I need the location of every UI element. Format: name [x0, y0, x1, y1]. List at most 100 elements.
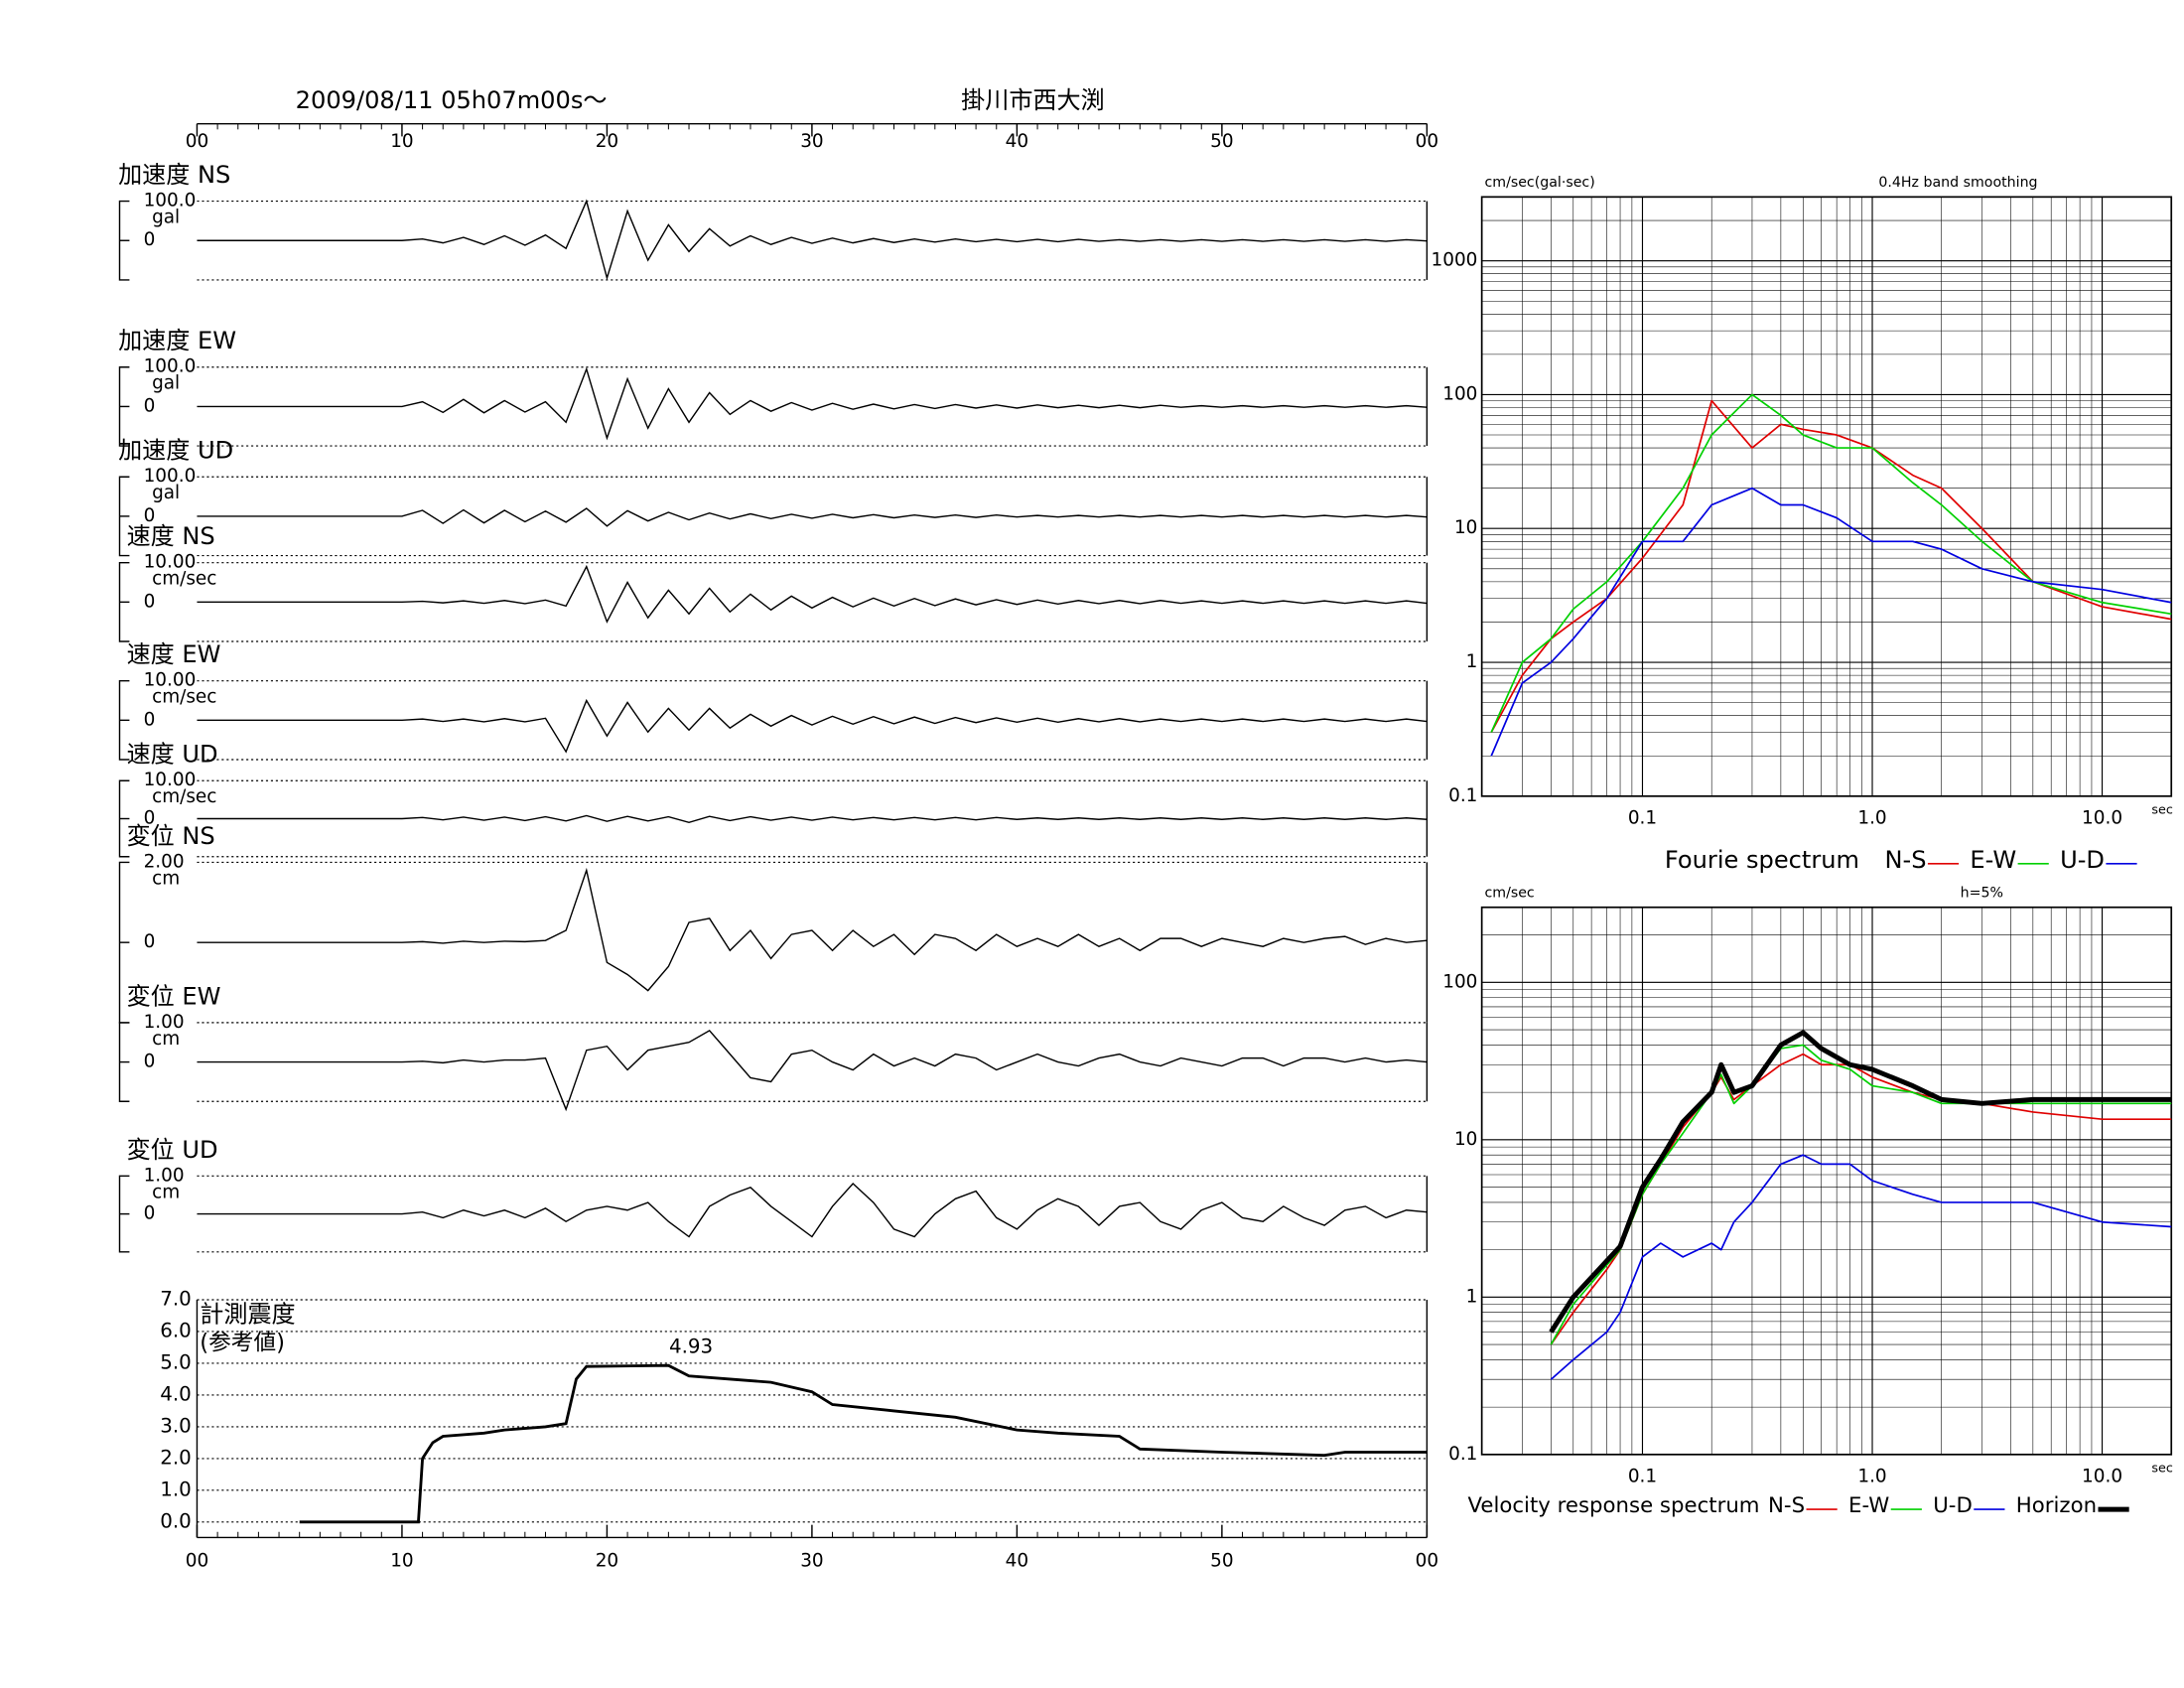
intensity-line: [299, 1363, 1428, 1524]
trace-tick-label: 0: [144, 505, 156, 526]
legend-title: Fourie spectrum: [1665, 846, 1859, 874]
waveform-line: [197, 199, 1428, 281]
spectrum-line: [1550, 1154, 2172, 1380]
plot-note: h=5%: [1961, 886, 2003, 902]
y-tick-label: 6.0: [160, 1319, 192, 1341]
trace-title: 加速度 UD: [118, 437, 233, 465]
y-tick-label: 1: [1466, 651, 1478, 672]
y-tick-label: 0.1: [1448, 785, 1477, 806]
trace-tick-label: 1.00: [144, 1165, 185, 1186]
x-axis-label: sec: [2151, 1462, 2173, 1477]
time-tick-label: 50: [1210, 131, 1233, 152]
y-tick-label: 0.1: [1448, 1444, 1477, 1465]
y-tick-label: 1: [1466, 1286, 1478, 1307]
y-tick-label: 2.0: [160, 1446, 192, 1469]
x-tick-label: 0.1: [1628, 808, 1657, 829]
legend-label: Horizon: [2016, 1493, 2097, 1518]
time-tick-label: 00: [1416, 1551, 1438, 1572]
plot-note: 0.4Hz band smoothing: [1878, 175, 2037, 191]
y-tick-label: 100: [1442, 971, 1477, 992]
trace-tick-label: 100.0: [144, 466, 197, 487]
trace-unit: cm/sec: [152, 687, 216, 708]
time-tick-label: 20: [596, 131, 618, 152]
waveform-line: [197, 698, 1428, 754]
waveform-line: [197, 1182, 1428, 1238]
x-tick-label: 1.0: [1857, 1467, 1886, 1487]
time-tick-label: 50: [1210, 1551, 1233, 1572]
trace-title: 変位 UD: [127, 1136, 218, 1164]
trace-tick-label: 0: [144, 808, 156, 829]
x-tick-label: 0.1: [1628, 1467, 1657, 1487]
time-tick-label: 20: [596, 1551, 618, 1572]
time-tick-label: 40: [1006, 131, 1028, 152]
y-tick-label: 5.0: [160, 1350, 192, 1373]
trace-unit: cm: [152, 1182, 180, 1202]
trace-tick-label: 0: [144, 709, 156, 730]
intensity-title: 計測震度: [200, 1301, 295, 1329]
waveform-line: [197, 814, 1428, 824]
x-axis-label: sec: [2151, 803, 2173, 818]
trace-tick-label: 100.0: [144, 356, 197, 377]
trace-unit: cm/sec: [152, 569, 216, 590]
trace-tick-label: 0: [144, 931, 156, 952]
trace-title: 速度 UD: [127, 741, 218, 769]
record-time: 2009/08/11 05h07m00s〜: [296, 86, 608, 114]
legend-label: U-D: [2060, 846, 2105, 874]
y-tick-label: 10: [1454, 517, 1477, 538]
trace-unit: gal: [152, 373, 180, 394]
legend-label: E-W: [1848, 1493, 1889, 1518]
y-tick-label: 7.0: [160, 1288, 192, 1311]
trace-tick-label: 10.00: [144, 670, 197, 691]
trace-tick-label: 0: [144, 591, 156, 612]
waveform-line: [197, 564, 1428, 624]
x-tick-label: 1.0: [1857, 808, 1886, 829]
trace-unit: cm: [152, 1029, 180, 1050]
time-tick-label: 10: [390, 131, 413, 152]
spectrum-line: [1490, 399, 2172, 733]
spectrum-line: [1549, 1030, 2172, 1334]
y-tick-label: 0.0: [160, 1509, 192, 1532]
trace-title: 速度 EW: [127, 640, 221, 668]
trace-tick-label: 0: [144, 1203, 156, 1224]
time-tick-label: 00: [1416, 131, 1438, 152]
trace-unit: gal: [152, 483, 180, 503]
x-tick-label: 10.0: [2082, 808, 2122, 829]
time-tick-label: 40: [1006, 1551, 1028, 1572]
time-tick-label: 10: [390, 1551, 413, 1572]
trace-tick-label: 100.0: [144, 191, 197, 211]
intensity-subtitle: (参考値): [200, 1330, 285, 1355]
time-tick-label: 00: [186, 131, 208, 152]
peak-label: 4.93: [669, 1335, 713, 1357]
legend-title: Velocity response spectrum: [1467, 1493, 1759, 1518]
y-axis-label: cm/sec(gal·sec): [1484, 175, 1594, 191]
y-tick-label: 100: [1442, 383, 1477, 404]
x-tick-label: 10.0: [2082, 1467, 2122, 1487]
trace-title: 加速度 EW: [118, 327, 236, 354]
y-tick-label: 3.0: [160, 1414, 192, 1437]
trace-title: 変位 EW: [127, 982, 221, 1010]
station-name: 掛川市西大渕: [961, 86, 1105, 114]
y-tick-label: 4.0: [160, 1382, 192, 1405]
trace-tick-label: 0: [144, 1052, 156, 1072]
waveform-line: [197, 366, 1428, 441]
waveform-line: [197, 867, 1428, 992]
trace-unit: cm: [152, 868, 180, 889]
trace-unit: cm/sec: [152, 786, 216, 807]
trace-title: 変位 NS: [127, 822, 215, 850]
spectrum-line: [1490, 393, 2172, 733]
waveform-line: [197, 507, 1428, 527]
legend-label: N-S: [1884, 846, 1926, 874]
y-tick-label: 10: [1454, 1129, 1477, 1150]
legend-label: N-S: [1768, 1493, 1805, 1518]
time-tick-label: 30: [800, 1551, 823, 1572]
time-tick-label: 30: [800, 131, 823, 152]
trace-tick-label: 2.00: [144, 851, 185, 872]
time-tick-label: 00: [186, 1551, 208, 1572]
y-tick-label: 1000: [1432, 250, 1478, 271]
y-tick-label: 1.0: [160, 1477, 192, 1500]
trace-tick-label: 1.00: [144, 1012, 185, 1033]
trace-unit: gal: [152, 208, 180, 228]
spectrum-line: [1490, 487, 2172, 757]
